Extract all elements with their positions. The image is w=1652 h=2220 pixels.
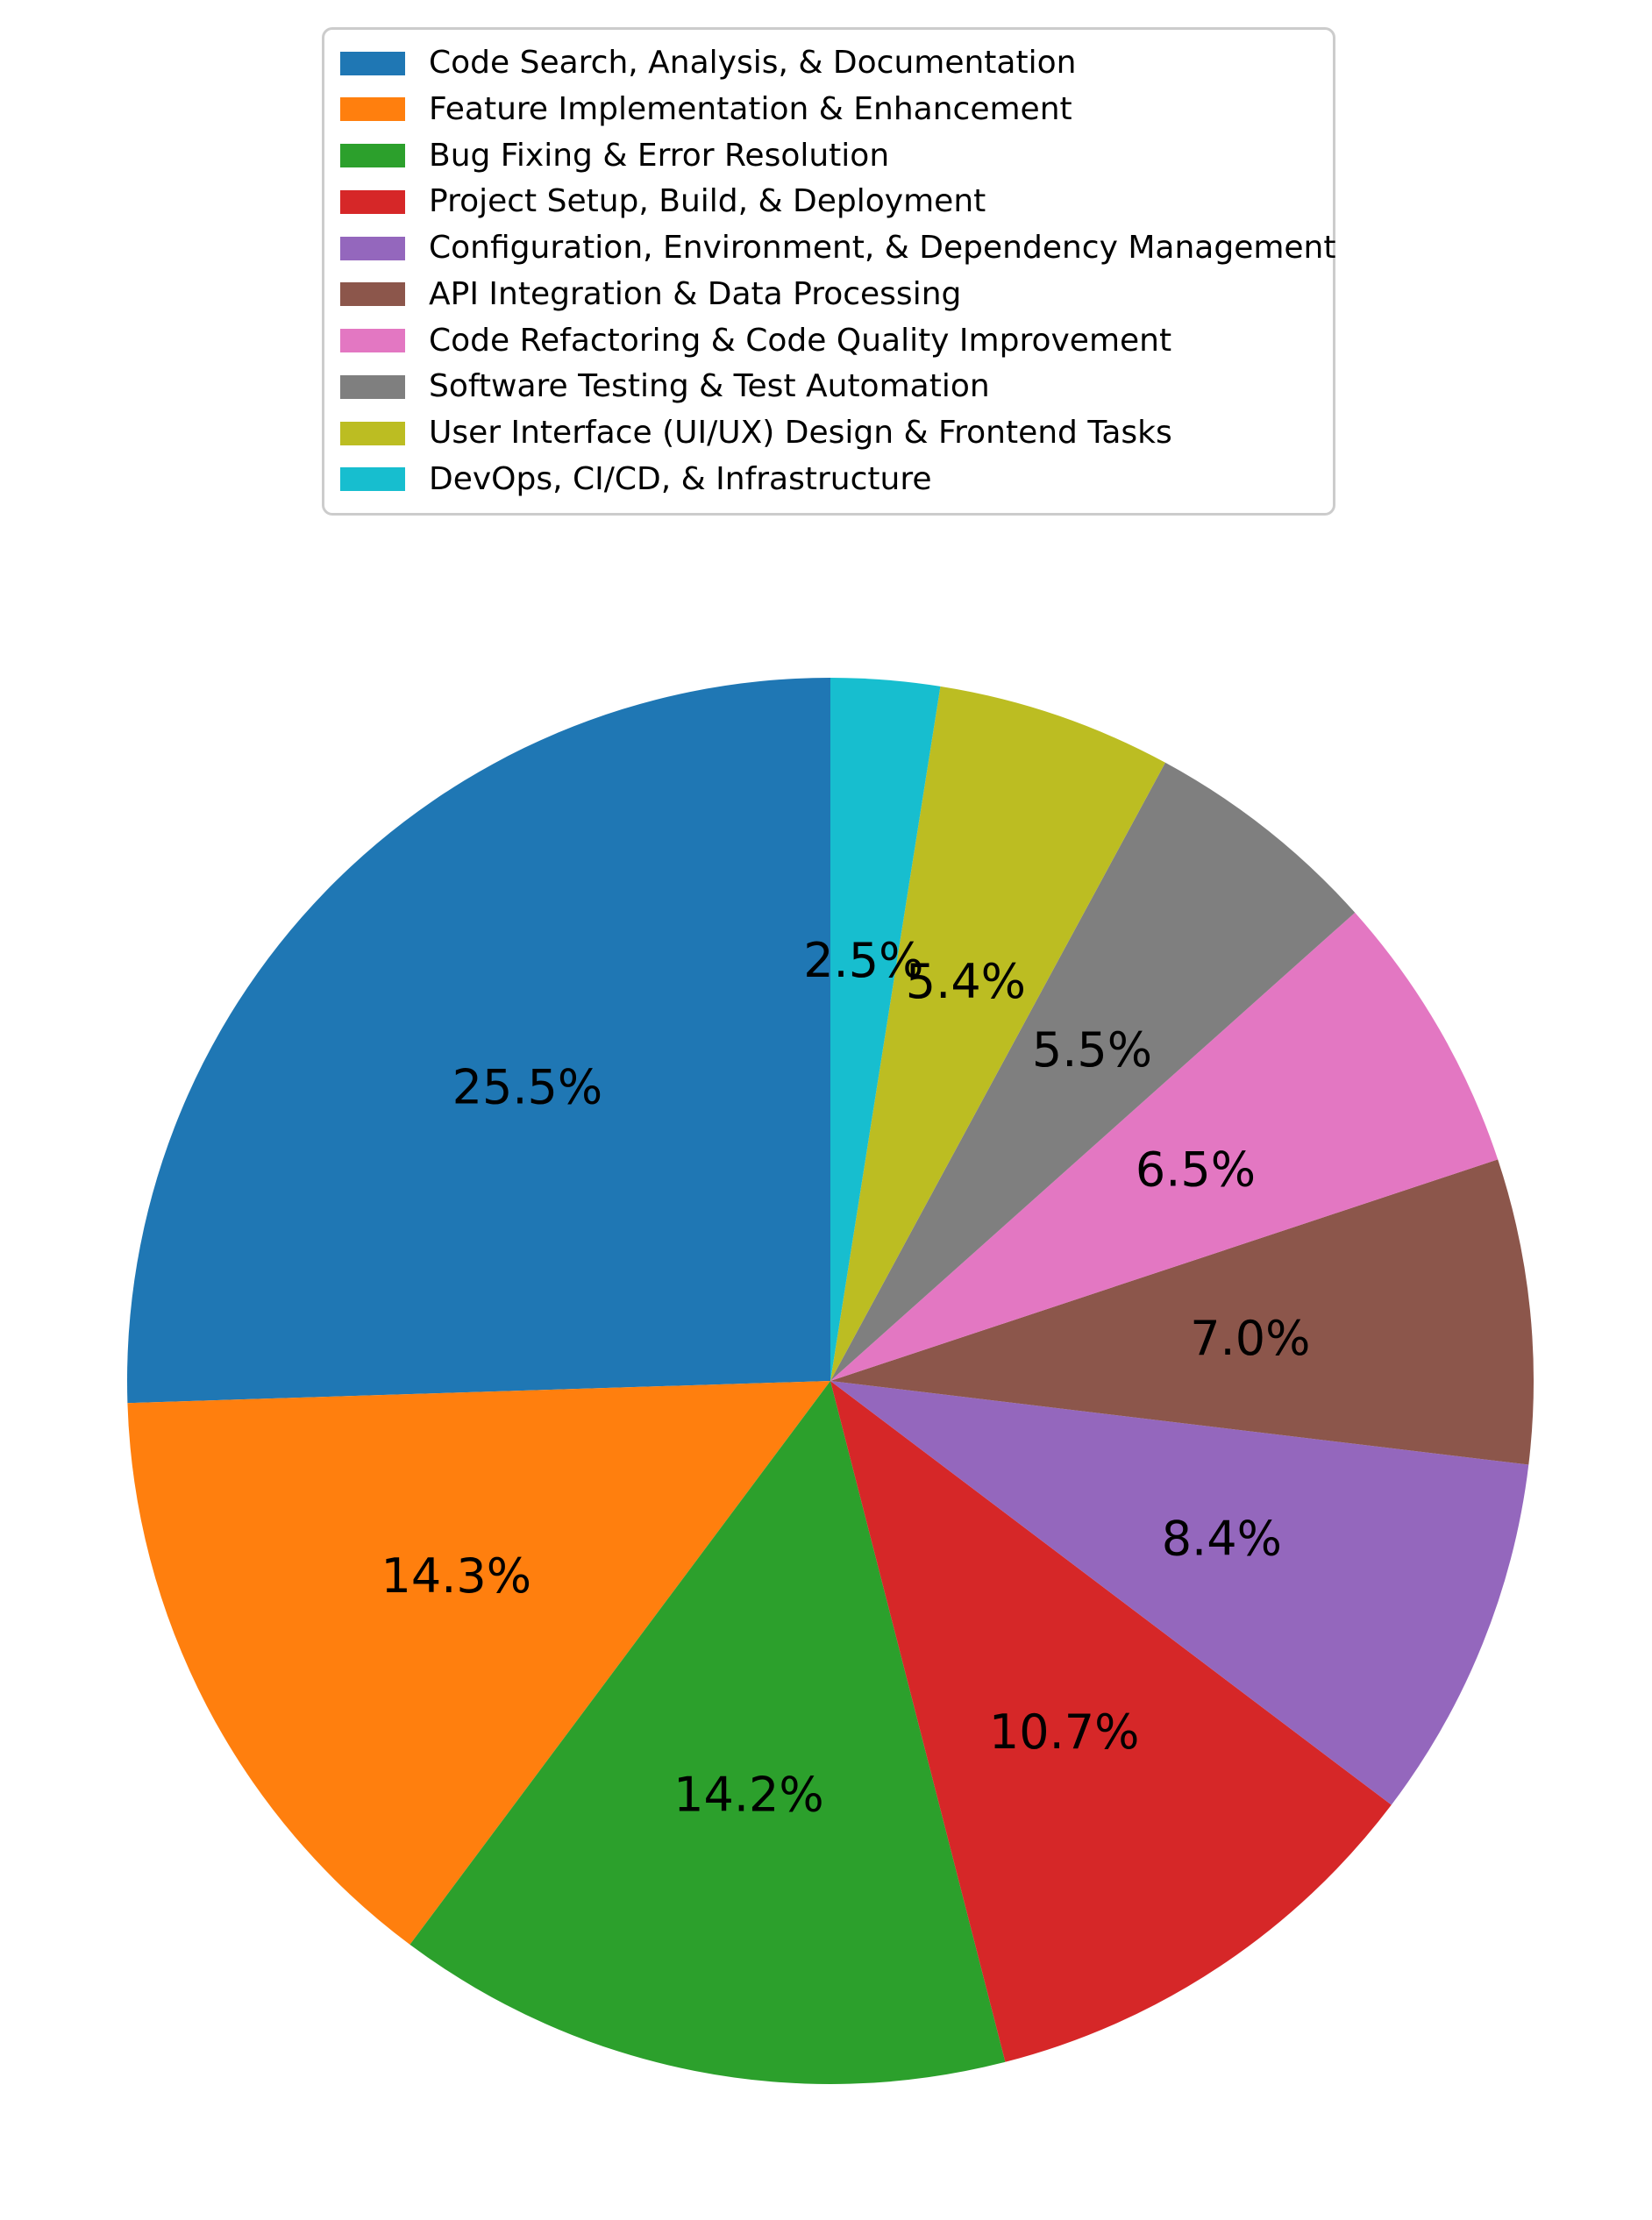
legend-item-5: API Integration & Data Processing <box>340 273 1317 317</box>
legend-label: Software Testing & Test Automation <box>429 368 990 405</box>
legend-item-7: Software Testing & Test Automation <box>340 365 1317 409</box>
legend-item-1: Feature Implementation & Enhancement <box>340 88 1317 132</box>
legend-item-9: DevOps, CI/CD, & Infrastructure <box>340 458 1317 502</box>
pie-percent-label: 7.0% <box>1190 1311 1310 1366</box>
pie-slice-1 <box>127 1381 830 1945</box>
legend-item-4: Configuration, Environment, & Dependency… <box>340 226 1336 270</box>
legend-label: Bug Fixing & Error Resolution <box>429 137 890 174</box>
pie-percent-label: 25.5% <box>452 1060 603 1115</box>
pie-percent-label: 14.3% <box>381 1548 532 1604</box>
pie-slice-5 <box>830 1159 1535 1465</box>
pie-slice-0 <box>127 678 831 1404</box>
pie-percent-label: 8.4% <box>1162 1511 1282 1566</box>
legend-swatch-icon <box>340 144 405 168</box>
legend-item-6: Code Refactoring & Code Quality Improvem… <box>340 319 1317 363</box>
legend-swatch-icon <box>340 97 405 122</box>
pie-percent-label: 6.5% <box>1136 1142 1256 1198</box>
pie-percent-label: 5.5% <box>1032 1022 1152 1078</box>
legend-swatch-icon <box>340 236 405 260</box>
legend-swatch-icon <box>340 189 405 214</box>
pie-slice-4 <box>830 1381 1529 1805</box>
pie-percent-label: 10.7% <box>989 1704 1140 1760</box>
legend-swatch-icon <box>340 467 405 492</box>
legend: Code Search, Analysis, & Documentation Fe… <box>322 27 1336 516</box>
legend-label: Code Refactoring & Code Quality Improvem… <box>429 322 1172 359</box>
legend-swatch-icon <box>340 421 405 445</box>
legend-swatch-icon <box>340 282 405 307</box>
legend-label: Code Search, Analysis, & Documentation <box>429 45 1077 81</box>
pie-slice-3 <box>830 1381 1392 2062</box>
legend-swatch-icon <box>340 51 405 75</box>
pie-percent-label: 2.5% <box>803 933 923 988</box>
legend-swatch-icon <box>340 374 405 399</box>
pie-percent-label: 14.2% <box>673 1768 824 1823</box>
legend-label: Feature Implementation & Enhancement <box>429 90 1072 127</box>
legend-item-8: User Interface (UI/UX) Design & Frontend… <box>340 411 1317 455</box>
legend-label: Project Setup, Build, & Deployment <box>429 183 986 220</box>
legend-swatch-icon <box>340 329 405 353</box>
pie-slice-9 <box>830 678 941 1381</box>
legend-label: User Interface (UI/UX) Design & Frontend… <box>429 415 1172 452</box>
legend-label: API Integration & Data Processing <box>429 275 962 312</box>
legend-label: DevOps, CI/CD, & Infrastructure <box>429 460 932 497</box>
pie-slice-8 <box>830 686 1165 1381</box>
pie-slice-6 <box>830 912 1499 1381</box>
pie-percent-label: 5.4% <box>906 954 1026 1009</box>
pie-slice-2 <box>409 1381 1006 2084</box>
legend-item-0: Code Search, Analysis, & Documentation <box>340 41 1317 85</box>
legend-item-3: Project Setup, Build, & Deployment <box>340 180 1317 224</box>
pie-slice-7 <box>830 762 1356 1381</box>
legend-label: Configuration, Environment, & Dependency… <box>429 230 1336 267</box>
legend-item-2: Bug Fixing & Error Resolution <box>340 134 1317 178</box>
